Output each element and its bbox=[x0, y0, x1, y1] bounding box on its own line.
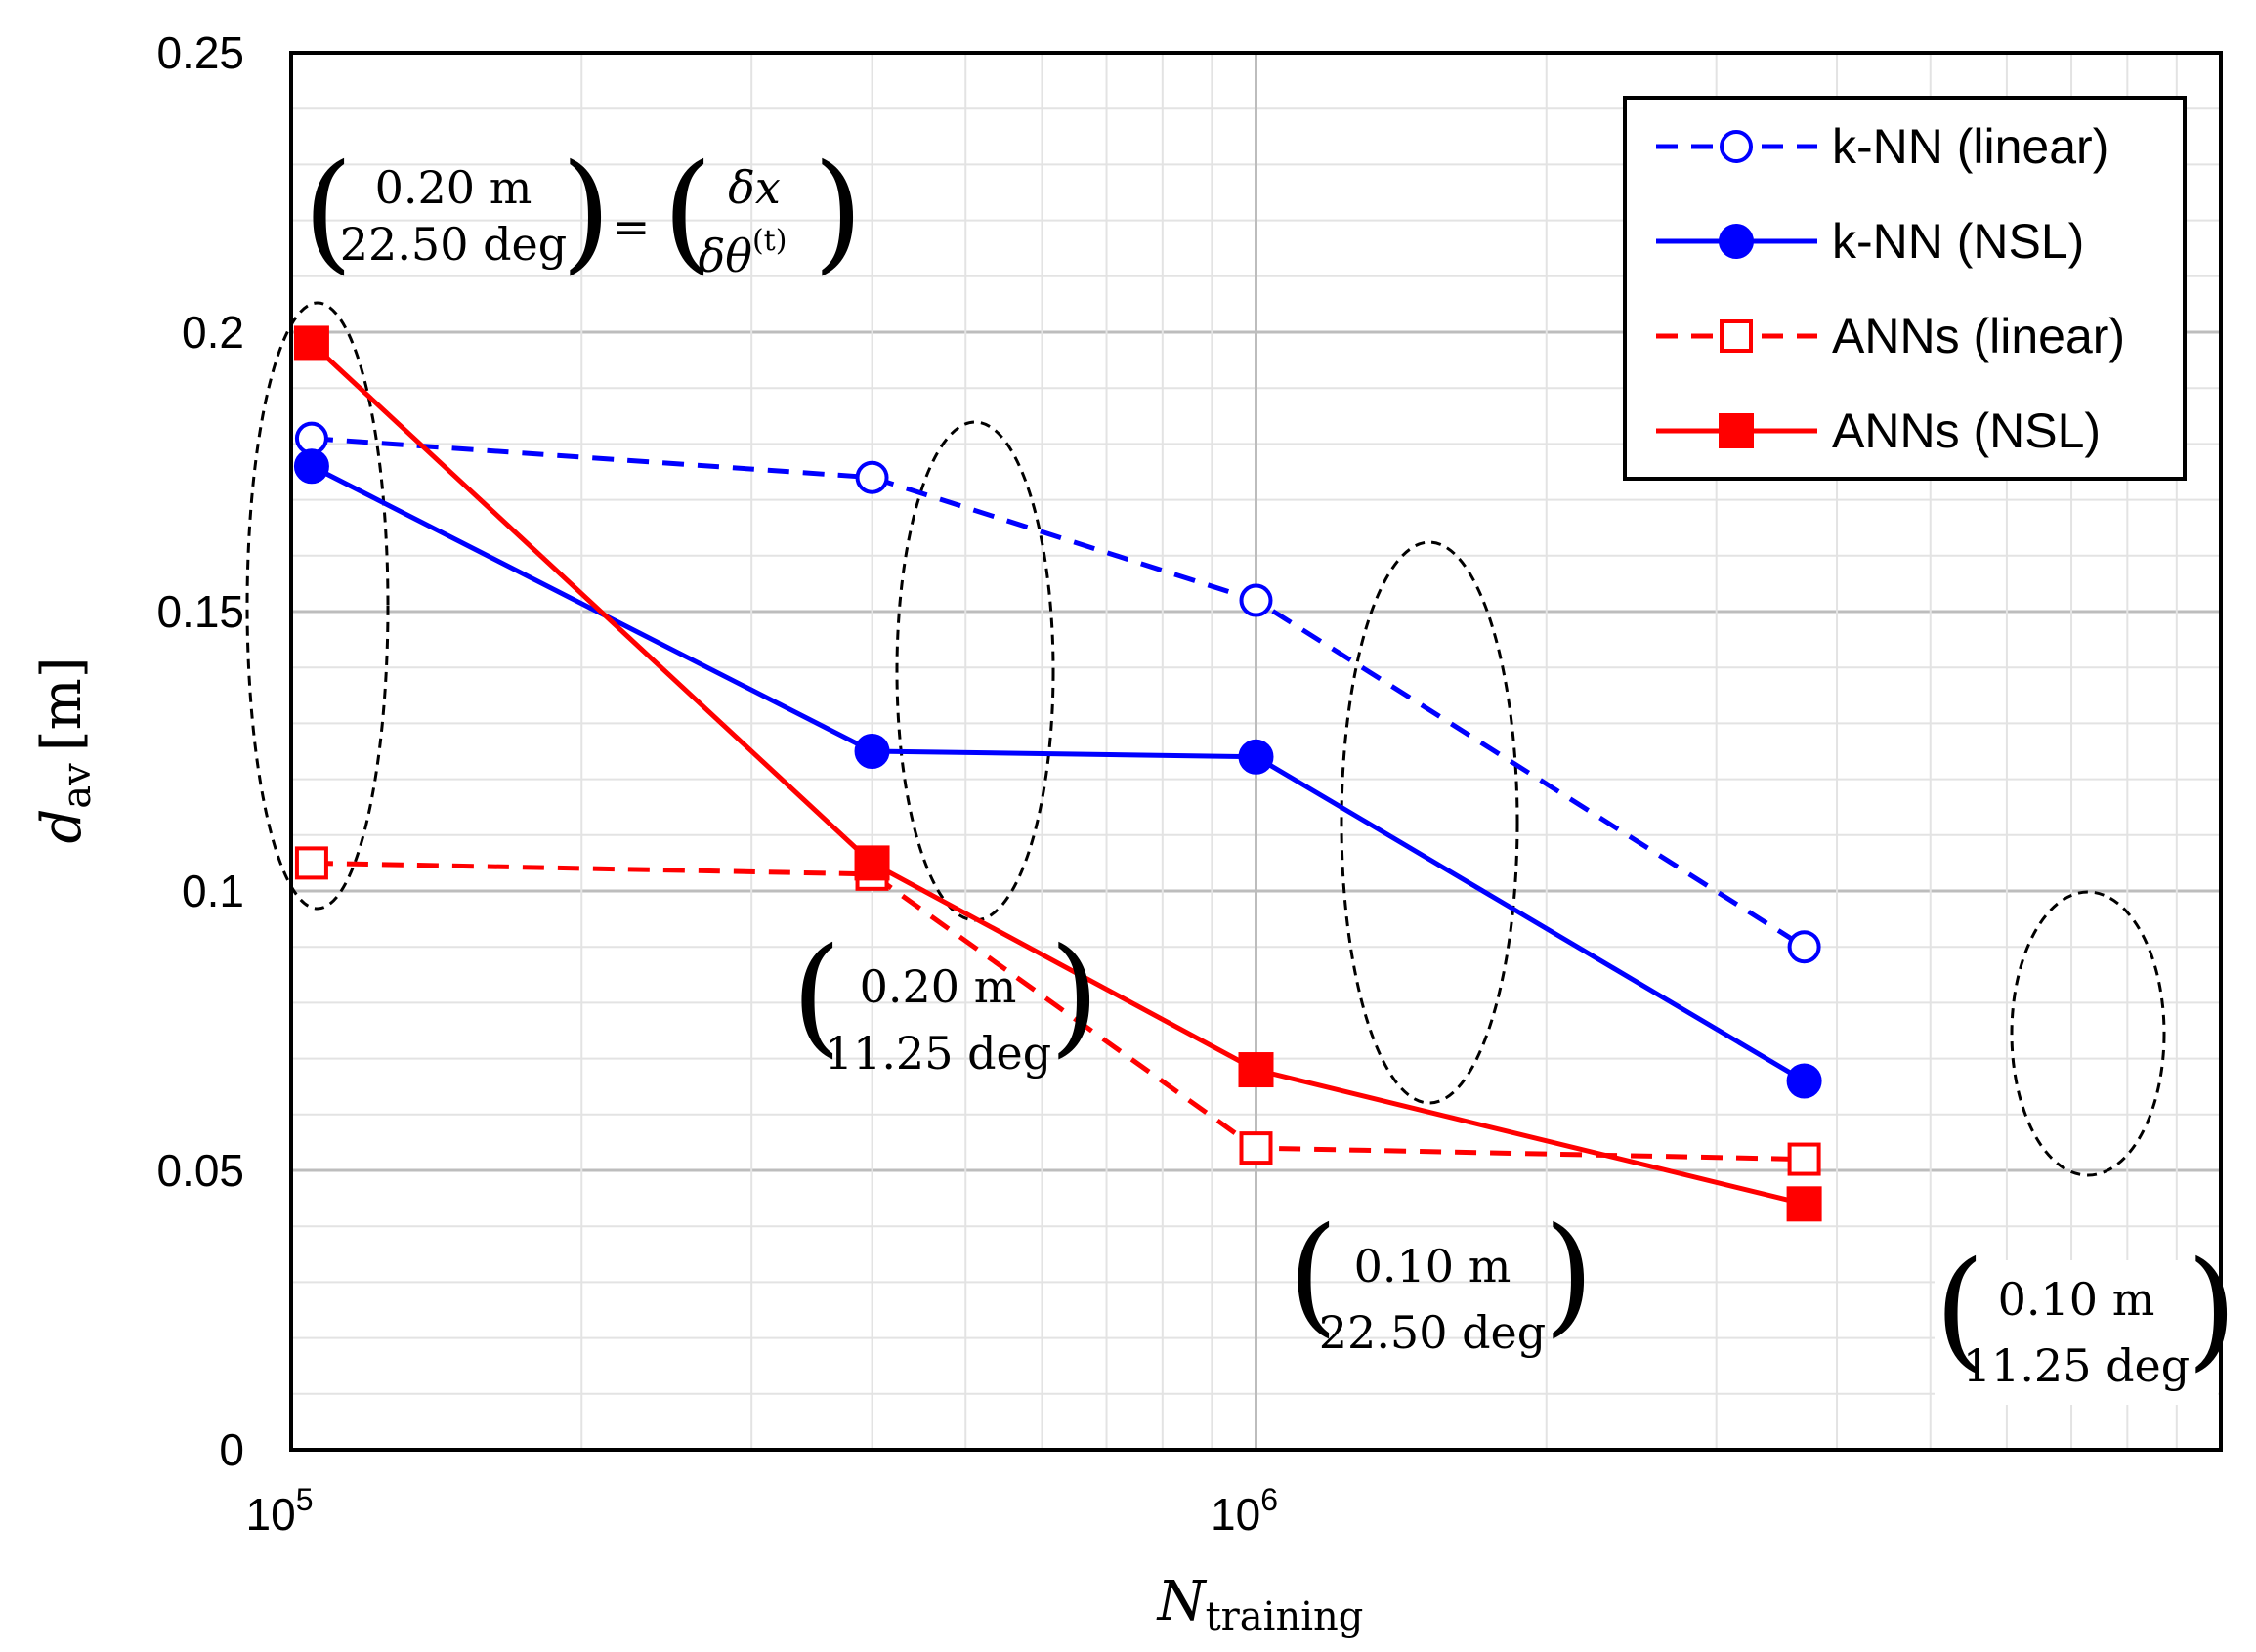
legend-label: k-NN (NSL) bbox=[1832, 214, 2084, 269]
y-tick-label: 0.25 bbox=[156, 27, 244, 78]
group-ellipse-4 bbox=[2010, 890, 2166, 1177]
annotation-4-line1: 0.10 m bbox=[1998, 1273, 2155, 1326]
data-point bbox=[294, 846, 328, 880]
legend-label: ANNs (linear) bbox=[1832, 309, 2125, 363]
legend-box bbox=[1623, 96, 2187, 481]
annotation-2-line1: 0.20 m bbox=[860, 960, 1017, 1013]
legend-label: ANNs (NSL) bbox=[1832, 403, 2101, 458]
data-point bbox=[1239, 583, 1273, 617]
annotation-1-sym2: δθ(t) bbox=[699, 224, 787, 282]
legend: k-NN (linear) k-NN (NSL) ANNs (linear) ANNs… bbox=[1623, 96, 2187, 481]
annotation-4-line2: 11.25 deg bbox=[1963, 1339, 2190, 1392]
data-point bbox=[1787, 1142, 1821, 1176]
x-tick-label: 105 bbox=[246, 1482, 314, 1540]
data-point bbox=[855, 460, 889, 494]
series-line bbox=[311, 860, 1805, 1163]
annotation-1: ( 0.20 m 22.50 deg ) = ( δx δθ(t) ) bbox=[303, 137, 864, 287]
series-line bbox=[311, 436, 1806, 950]
series-layer bbox=[293, 325, 1822, 1222]
annotation-2: ( 0.20 m 11.25 deg ) bbox=[791, 920, 1100, 1080]
annotation-3-line2: 22.50 deg bbox=[1319, 1306, 1546, 1359]
x-axis-title: Ntraining bbox=[1156, 1570, 1364, 1639]
annotation-1-sym1: δx bbox=[728, 161, 781, 214]
annotation-3: ( 0.10 m 22.50 deg ) bbox=[1288, 1200, 1595, 1359]
data-point bbox=[294, 421, 328, 455]
legend-marker bbox=[1719, 224, 1754, 259]
svg-text:(: ( bbox=[662, 137, 713, 287]
svg-text:): ) bbox=[1049, 920, 1100, 1071]
legend-marker bbox=[1720, 319, 1753, 353]
y-tick-label: 0.2 bbox=[182, 307, 244, 358]
annotation-2-line2: 11.25 deg bbox=[825, 1027, 1051, 1080]
annotation-1-line1: 0.20 m bbox=[375, 161, 532, 214]
data-point bbox=[1786, 1186, 1822, 1222]
annotation-3-line1: 0.10 m bbox=[1354, 1240, 1511, 1292]
group-ellipse-3 bbox=[1340, 540, 1519, 1105]
plot-frame bbox=[289, 51, 2223, 1452]
annotation-4-background bbox=[1935, 1260, 2218, 1405]
data-point bbox=[1787, 930, 1821, 964]
data-point bbox=[854, 734, 890, 769]
legend-marker bbox=[1720, 130, 1753, 163]
data-point bbox=[293, 325, 329, 361]
svg-text:(: ( bbox=[1935, 1234, 1985, 1384]
legend-marker bbox=[1719, 413, 1754, 448]
svg-text:): ) bbox=[1544, 1200, 1595, 1350]
y-tick-label: 0.15 bbox=[156, 586, 244, 637]
x-tick-label: 106 bbox=[1211, 1482, 1278, 1540]
group-ellipse-1 bbox=[245, 301, 390, 911]
group-ellipse-2 bbox=[895, 420, 1055, 922]
y-tick-label: 0 bbox=[219, 1424, 244, 1475]
y-tick-label: 0.05 bbox=[156, 1145, 244, 1196]
annotation-1-equals: = bbox=[613, 200, 651, 253]
data-point bbox=[1786, 1063, 1822, 1099]
annotation-4: ( 0.10 m 11.25 deg ) bbox=[1935, 1234, 2237, 1405]
svg-text:(: ( bbox=[303, 137, 354, 287]
svg-text:): ) bbox=[813, 137, 864, 287]
annotation-1-line2: 22.50 deg bbox=[340, 218, 567, 271]
svg-text:): ) bbox=[561, 137, 612, 287]
data-point bbox=[1238, 739, 1274, 775]
y-tick-label: 0.1 bbox=[182, 866, 244, 916]
svg-text:(: ( bbox=[791, 920, 842, 1071]
data-point bbox=[854, 845, 890, 881]
y-axis-title: dav[m] bbox=[30, 657, 100, 843]
data-point bbox=[1238, 1052, 1274, 1088]
svg-text:(: ( bbox=[1288, 1200, 1339, 1350]
legend-label: k-NN (linear) bbox=[1832, 119, 2108, 174]
x-tick-labels: 105 106 bbox=[246, 1482, 1278, 1540]
svg-text:): ) bbox=[2187, 1234, 2237, 1384]
y-tick-labels: 0 0.05 0.1 0.15 0.2 0.25 bbox=[156, 27, 244, 1475]
series-line bbox=[310, 341, 1806, 1207]
data-point bbox=[1239, 1131, 1273, 1165]
series-line bbox=[310, 464, 1806, 1083]
data-point bbox=[293, 448, 329, 485]
